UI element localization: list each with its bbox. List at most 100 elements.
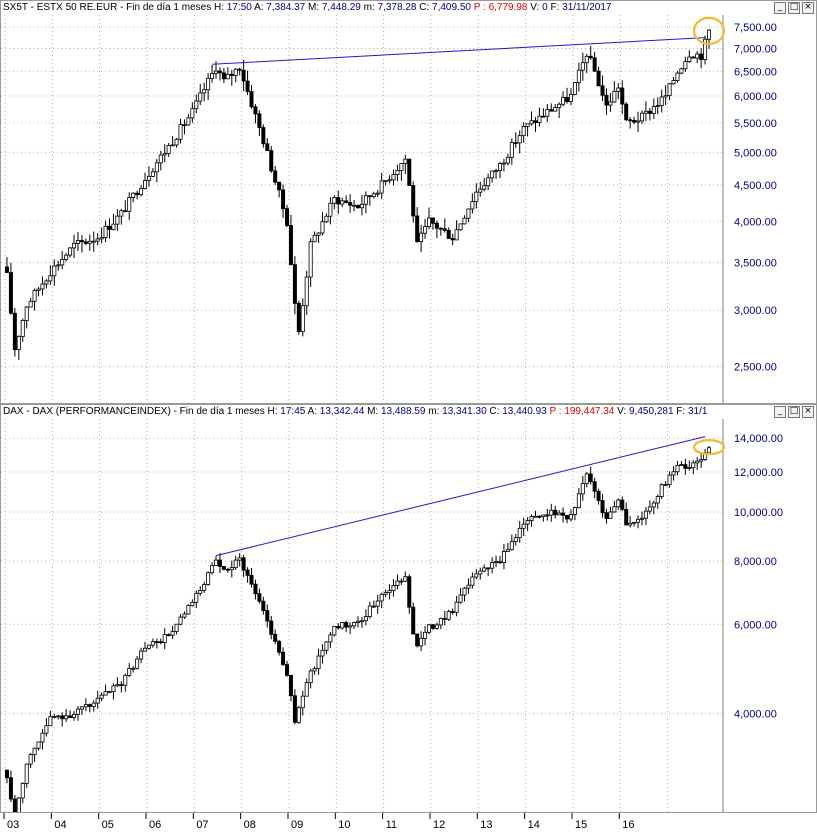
candle-body-up — [651, 502, 656, 508]
resistance-trendline — [215, 436, 706, 557]
candle-body-down — [620, 87, 625, 105]
candle-body-up — [663, 484, 668, 487]
candle-body-up — [379, 180, 384, 194]
candle-body-down — [545, 514, 550, 517]
close-button[interactable]: × — [802, 2, 814, 14]
candle-body-up — [675, 464, 680, 473]
sx5t-chart-panel: SX5T - ESTX 50 RE.EUR - Fin de día 1 mes… — [0, 0, 817, 404]
candle-body-up — [131, 192, 136, 198]
candle-body-down — [438, 227, 443, 230]
candle-body-up — [537, 115, 542, 123]
candle-body-up — [44, 280, 49, 285]
candle-body-up — [525, 520, 530, 525]
candle-body-up — [316, 232, 321, 236]
y-tick-label: 6,000.00 — [734, 619, 777, 631]
v-label: V: — [617, 406, 627, 417]
candle-body-up — [608, 101, 613, 106]
candle-body-up — [64, 254, 69, 260]
sx5t-window-controls: _ □ × — [774, 2, 814, 14]
y-tick-label: 4,000.00 — [734, 708, 777, 720]
candle-body-down — [237, 68, 242, 71]
candle-body-down — [225, 568, 230, 571]
c-label: C: — [419, 2, 430, 13]
candle-body-up — [446, 611, 451, 620]
minimize-button[interactable]: _ — [774, 406, 786, 418]
candle-body-up — [403, 576, 408, 582]
candle-body-down — [541, 115, 546, 118]
candle-body-up — [367, 605, 372, 618]
candle-body-down — [217, 70, 222, 74]
candle-body-up — [474, 573, 479, 578]
candle-body-down — [221, 566, 226, 570]
x-tick-label: 08 — [244, 819, 256, 831]
candle-body-up — [139, 188, 144, 196]
y-tick-label: 3,000.00 — [734, 305, 777, 317]
candle-body-up — [434, 624, 439, 629]
close-button[interactable]: × — [802, 406, 814, 418]
sx5t-candlestick-chart[interactable]: 7,500.00 7,000.00 6,500.00 6,000.00 5,500.00… — [1, 15, 816, 403]
candle-body-up — [505, 549, 510, 552]
candle-body-down — [336, 626, 341, 629]
candle-body-down — [683, 464, 688, 469]
candle-body-up — [233, 68, 238, 76]
candle-body-up — [127, 197, 132, 212]
x-tick-label: 09 — [291, 819, 303, 831]
candle-body-down — [553, 509, 558, 516]
candle-body-down — [221, 72, 226, 80]
candle-body-down — [549, 109, 554, 112]
candle-body-up — [75, 708, 80, 715]
candle-body-up — [91, 240, 96, 243]
h-label: H: — [214, 2, 225, 13]
candle-body-down — [249, 91, 254, 108]
v-value: 9,450,281 — [629, 406, 674, 417]
candle-body-up — [135, 658, 140, 669]
m-label: M: — [308, 2, 320, 13]
candle-body-down — [245, 80, 250, 92]
maximize-button[interactable]: □ — [788, 2, 800, 14]
candle-body-down — [355, 204, 360, 209]
candle-body-up — [36, 288, 41, 291]
candle-body-up — [403, 158, 408, 164]
candle-body-up — [549, 509, 554, 516]
candle-body-down — [79, 240, 84, 243]
candle-body-up — [663, 95, 668, 98]
candle-body-up — [72, 713, 77, 718]
candle-body-up — [387, 590, 392, 594]
candle-body-up — [363, 616, 368, 622]
candle-body-up — [296, 707, 301, 723]
candle-body-up — [703, 38, 708, 60]
candle-body-up — [636, 120, 641, 123]
candle-body-up — [580, 483, 585, 495]
candle-body-down — [158, 641, 163, 644]
candle-body-up — [632, 521, 637, 524]
candle-body-up — [194, 100, 199, 110]
candle-body-down — [217, 559, 222, 567]
candle-body-down — [565, 514, 570, 520]
candle-body-up — [612, 90, 617, 103]
y-tick-label: 8,000.00 — [734, 556, 777, 568]
candle-body-up — [40, 283, 45, 290]
p-value: 199,447.34 — [564, 406, 615, 417]
maximize-button[interactable]: □ — [788, 406, 800, 418]
f-label: F: — [550, 2, 560, 13]
candle-body-down — [249, 574, 254, 585]
candle-body-up — [612, 506, 617, 513]
candle-body-up — [363, 195, 368, 205]
candle-body-down — [68, 715, 73, 718]
candle-body-up — [75, 240, 80, 244]
candle-body-up — [466, 584, 471, 589]
candle-body-down — [123, 210, 128, 213]
candle-body-up — [95, 238, 100, 242]
minimize-button[interactable]: _ — [774, 2, 786, 14]
dax-candlestick-chart[interactable]: 14,000.00 12,000.00 10,000.00 8,000.00 6,000… — [1, 419, 816, 812]
candle-body-down — [596, 490, 601, 501]
candle-body-down — [565, 96, 570, 102]
candle-body-up — [474, 191, 479, 203]
candle-body-up — [707, 447, 712, 454]
candle-body-up — [111, 685, 116, 693]
candle-body-up — [198, 92, 203, 102]
m-label: M: — [367, 406, 379, 417]
candle-body-up — [695, 53, 700, 59]
candle-body-down — [281, 189, 286, 210]
candle-body-up — [557, 103, 562, 108]
